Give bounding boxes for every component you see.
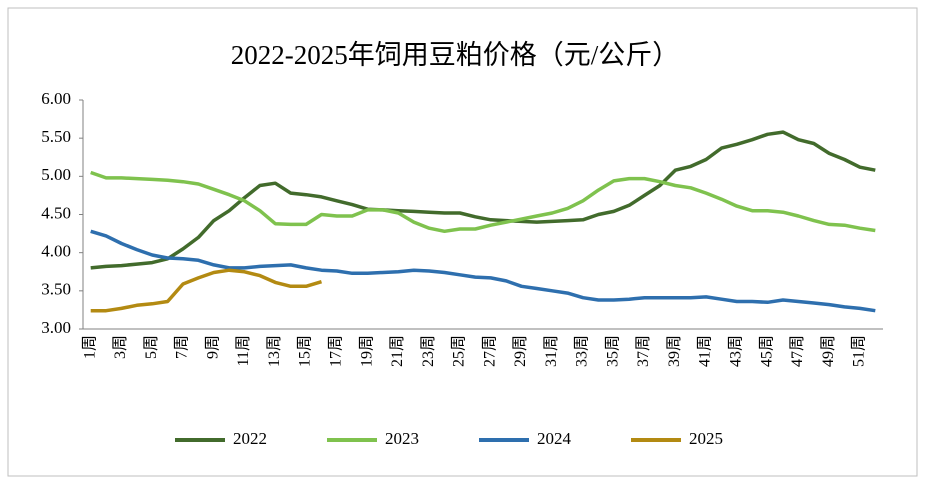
legend-label: 2025 [689, 429, 723, 448]
y-tick-label: 3.00 [41, 318, 71, 337]
series-line [90, 229, 876, 313]
x-tick-label: 31周 [543, 335, 560, 367]
x-tick-label: 15周 [297, 335, 314, 367]
x-tick-label: 23周 [420, 335, 437, 367]
x-tick-label: 19周 [358, 335, 375, 367]
x-tick-label: 3周 [112, 335, 129, 359]
legend-label: 2024 [537, 429, 572, 448]
x-tick-label: 5周 [143, 335, 160, 359]
x-tick-label: 29周 [512, 335, 529, 367]
series-line [90, 170, 876, 234]
x-tick-label: 1周 [81, 335, 98, 359]
y-tick-label: 5.50 [41, 127, 71, 146]
legend-label: 2022 [233, 429, 267, 448]
x-tick-label: 45周 [758, 335, 775, 367]
x-tick-label: 17周 [328, 335, 345, 367]
x-tick-label: 11周 [235, 335, 252, 366]
x-tick-label: 51周 [851, 335, 868, 367]
y-tick-label: 4.50 [41, 203, 71, 222]
y-tick-label: 3.50 [41, 280, 71, 299]
legend-label: 2023 [385, 429, 419, 448]
frame [7, 7, 918, 477]
x-tick-label: 41周 [697, 335, 714, 367]
series-line [90, 268, 323, 313]
x-tick-label: 9周 [204, 335, 221, 359]
series-line [90, 130, 876, 270]
x-tick-label: 49周 [820, 335, 837, 367]
x-tick-label: 39周 [666, 335, 683, 367]
x-tick-label: 47周 [789, 335, 806, 367]
y-tick-label: 4.00 [41, 242, 71, 261]
x-tick-label: 7周 [174, 335, 191, 359]
chart-title: 2022-2025年饲用豆粕价格（元/公斤） [231, 40, 680, 70]
x-tick-label: 27周 [481, 335, 498, 367]
x-tick-label: 21周 [389, 335, 406, 367]
x-tick-label: 25周 [451, 335, 468, 367]
x-tick-label: 35周 [604, 335, 621, 367]
y-tick-label: 5.00 [41, 165, 71, 184]
x-tick-label: 13周 [266, 335, 283, 367]
x-tick-label: 37周 [635, 335, 652, 367]
x-tick-label: 43周 [728, 335, 745, 367]
x-tick-label: 33周 [574, 335, 591, 367]
y-tick-label: 6.00 [41, 89, 71, 108]
